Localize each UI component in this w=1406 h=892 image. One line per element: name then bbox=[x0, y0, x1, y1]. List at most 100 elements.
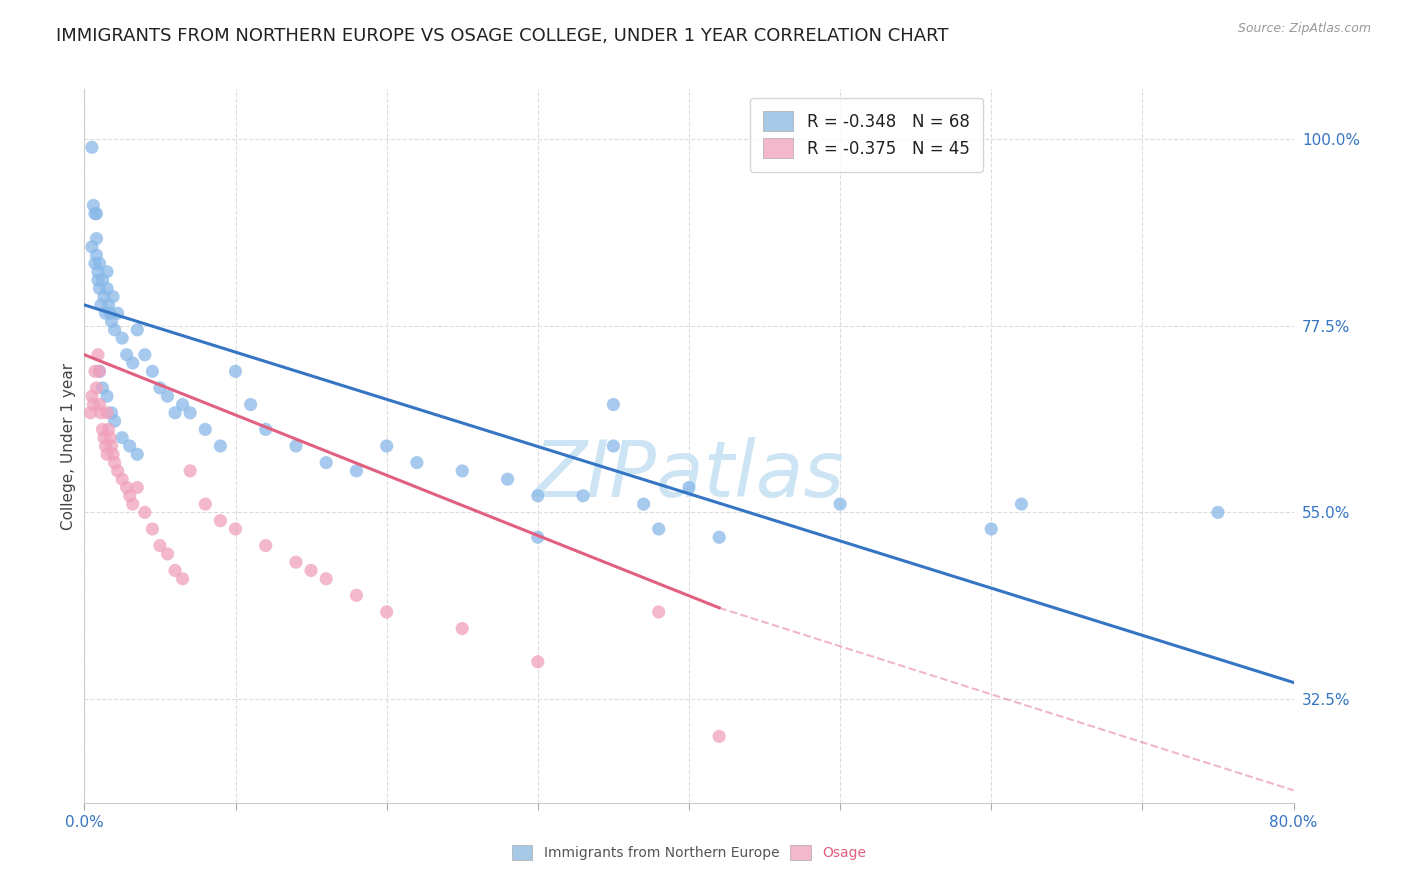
Point bbox=[134, 505, 156, 519]
Point bbox=[89, 281, 111, 295]
Point bbox=[111, 431, 134, 445]
Point bbox=[285, 555, 308, 569]
Point bbox=[830, 497, 852, 511]
Point bbox=[602, 439, 624, 453]
Point bbox=[209, 514, 232, 528]
Point bbox=[496, 472, 519, 486]
Point bbox=[165, 564, 187, 578]
Point bbox=[980, 522, 1002, 536]
Point bbox=[194, 422, 217, 436]
Legend: Immigrants from Northern Europe, Osage: Immigrants from Northern Europe, Osage bbox=[505, 838, 873, 867]
Point bbox=[127, 481, 149, 495]
Point bbox=[89, 364, 111, 378]
Point bbox=[100, 314, 122, 328]
Y-axis label: College, Under 1 year: College, Under 1 year bbox=[60, 362, 76, 530]
Point bbox=[527, 655, 550, 669]
Point bbox=[375, 605, 398, 619]
Point bbox=[141, 364, 163, 378]
Point bbox=[149, 539, 172, 553]
Point bbox=[118, 439, 141, 453]
Point bbox=[179, 406, 201, 420]
Point bbox=[451, 622, 474, 636]
Point bbox=[165, 406, 187, 420]
Point bbox=[82, 198, 104, 212]
Point bbox=[602, 397, 624, 411]
Point bbox=[100, 406, 122, 420]
Point bbox=[86, 381, 108, 395]
Point bbox=[134, 348, 156, 362]
Point bbox=[315, 456, 337, 470]
Point bbox=[94, 439, 117, 453]
Text: IMMIGRANTS FROM NORTHERN EUROPE VS OSAGE COLLEGE, UNDER 1 YEAR CORRELATION CHART: IMMIGRANTS FROM NORTHERN EUROPE VS OSAGE… bbox=[56, 27, 949, 45]
Point bbox=[94, 306, 117, 320]
Point bbox=[100, 439, 122, 453]
Point bbox=[194, 497, 217, 511]
Point bbox=[709, 530, 731, 544]
Point bbox=[406, 456, 429, 470]
Point bbox=[678, 481, 700, 495]
Point bbox=[346, 588, 368, 602]
Point bbox=[225, 364, 247, 378]
Point bbox=[86, 231, 108, 245]
Point bbox=[179, 464, 201, 478]
Point bbox=[118, 489, 141, 503]
Point bbox=[87, 273, 110, 287]
Point bbox=[79, 406, 101, 420]
Point bbox=[127, 447, 149, 461]
Point bbox=[633, 497, 655, 511]
Point bbox=[91, 381, 114, 395]
Point bbox=[156, 547, 179, 561]
Point bbox=[709, 730, 731, 744]
Point bbox=[89, 364, 111, 378]
Point bbox=[527, 489, 550, 503]
Point bbox=[101, 447, 124, 461]
Point bbox=[104, 414, 127, 428]
Point bbox=[1011, 497, 1033, 511]
Point bbox=[648, 605, 671, 619]
Point bbox=[93, 290, 115, 304]
Point bbox=[96, 265, 118, 279]
Point bbox=[82, 397, 104, 411]
Point bbox=[1206, 505, 1229, 519]
Point bbox=[101, 290, 124, 304]
Point bbox=[254, 539, 277, 553]
Point bbox=[104, 323, 127, 337]
Point bbox=[285, 439, 308, 453]
Point bbox=[115, 348, 138, 362]
Point bbox=[87, 265, 110, 279]
Point bbox=[89, 256, 111, 270]
Point bbox=[96, 281, 118, 295]
Point bbox=[527, 530, 550, 544]
Point bbox=[91, 422, 114, 436]
Point bbox=[172, 572, 194, 586]
Point bbox=[80, 240, 103, 254]
Point bbox=[111, 472, 134, 486]
Point bbox=[104, 456, 127, 470]
Point bbox=[96, 406, 118, 420]
Point bbox=[225, 522, 247, 536]
Point bbox=[98, 431, 121, 445]
Point bbox=[84, 207, 107, 221]
Point bbox=[96, 389, 118, 403]
Point bbox=[572, 489, 595, 503]
Point bbox=[375, 439, 398, 453]
Point bbox=[87, 348, 110, 362]
Point bbox=[80, 140, 103, 154]
Point bbox=[107, 464, 129, 478]
Point bbox=[84, 364, 107, 378]
Point bbox=[239, 397, 262, 411]
Point bbox=[84, 256, 107, 270]
Point bbox=[96, 447, 118, 461]
Point bbox=[209, 439, 232, 453]
Point bbox=[121, 497, 143, 511]
Point bbox=[254, 422, 277, 436]
Point bbox=[115, 481, 138, 495]
Point bbox=[86, 248, 108, 262]
Point bbox=[346, 464, 368, 478]
Point bbox=[91, 273, 114, 287]
Point bbox=[172, 397, 194, 411]
Point bbox=[121, 356, 143, 370]
Point bbox=[111, 331, 134, 345]
Point bbox=[93, 431, 115, 445]
Point bbox=[97, 422, 120, 436]
